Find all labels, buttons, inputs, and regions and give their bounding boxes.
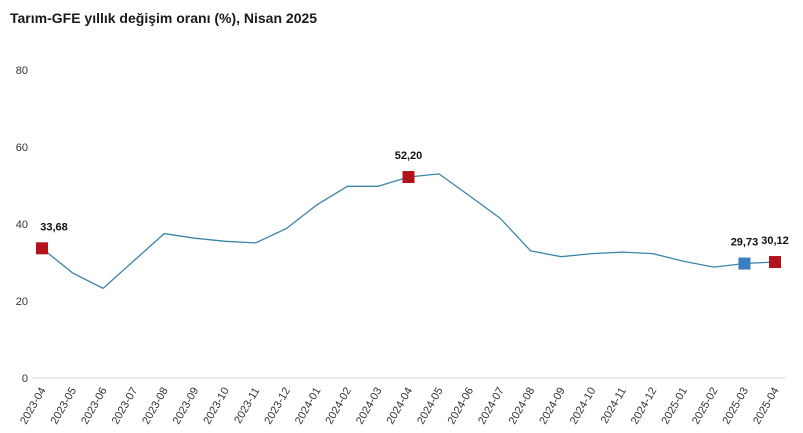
x-tick-label: 2025-04 bbox=[751, 386, 782, 427]
series-line bbox=[41, 173, 776, 290]
x-tick-label: 2025-02 bbox=[690, 386, 721, 427]
x-tick-label: 2024-08 bbox=[507, 386, 538, 427]
x-tick-label: 2024-06 bbox=[446, 386, 477, 427]
x-tick-label: 2023-07 bbox=[110, 386, 141, 427]
x-tick-label: 2023-08 bbox=[140, 386, 171, 427]
data-label: 29,73 bbox=[731, 237, 759, 249]
data-point-marker bbox=[738, 257, 751, 270]
x-tick-label: 2023-09 bbox=[171, 386, 202, 427]
y-tick-label: 60 bbox=[16, 142, 28, 154]
x-axis-ticks: 2023-04 2023-05 2023-06 2023-07 2023-08 2023-… bbox=[18, 386, 782, 427]
data-point-marker bbox=[402, 171, 415, 184]
x-tick-label: 2023-06 bbox=[79, 386, 110, 427]
x-tick-label: 2024-10 bbox=[568, 386, 599, 427]
x-tick-label: 2023-12 bbox=[262, 386, 293, 427]
data-label: 52,20 bbox=[395, 150, 423, 162]
data-label: 30,12 bbox=[761, 235, 789, 247]
data-labels: 33,68 52,20 29,73 30,12 bbox=[40, 150, 789, 249]
data-label: 33,68 bbox=[40, 221, 68, 233]
y-tick-label: 40 bbox=[16, 219, 28, 231]
x-tick-label: 2025-03 bbox=[720, 386, 751, 427]
y-tick-label: 80 bbox=[16, 65, 28, 77]
x-tick-label: 2023-04 bbox=[18, 386, 49, 427]
x-tick-label: 2024-09 bbox=[537, 386, 568, 427]
x-tick-label: 2023-11 bbox=[232, 386, 262, 426]
x-tick-label: 2024-05 bbox=[415, 386, 446, 427]
x-tick-label: 2023-05 bbox=[49, 386, 80, 427]
data-point-marker bbox=[769, 256, 781, 269]
x-tick-label: 2024-11 bbox=[599, 386, 629, 426]
y-tick-label: 20 bbox=[16, 296, 28, 308]
x-tick-label: 2024-12 bbox=[629, 386, 660, 427]
x-tick-label: 2024-07 bbox=[476, 386, 507, 427]
y-tick-label: 0 bbox=[22, 373, 28, 385]
highlight-markers bbox=[36, 171, 781, 270]
chart-title: Tarım-GFE yıllık değişim oranı (%), Nisa… bbox=[10, 10, 318, 26]
x-tick-label: 2023-10 bbox=[201, 386, 232, 427]
x-tick-label: 2025-01 bbox=[659, 386, 690, 427]
x-tick-label: 2024-03 bbox=[354, 386, 385, 427]
x-tick-label: 2024-04 bbox=[385, 386, 416, 427]
x-tick-label: 2024-02 bbox=[323, 386, 354, 427]
y-axis-ticks: 0 20 40 60 80 bbox=[16, 65, 28, 385]
data-point-marker bbox=[36, 242, 48, 255]
x-tick-label: 2024-01 bbox=[293, 386, 324, 427]
